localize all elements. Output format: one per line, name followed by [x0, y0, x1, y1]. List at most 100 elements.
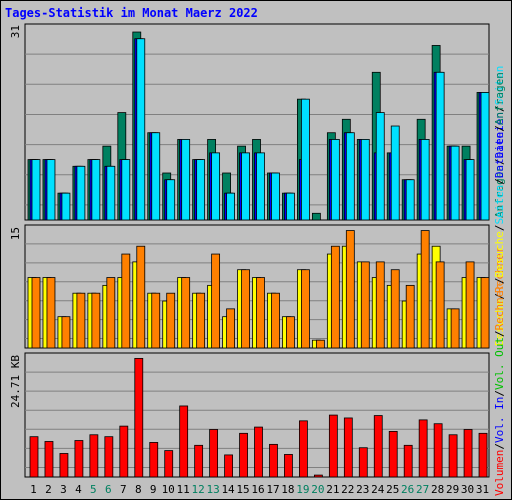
chart-title: Tages-Statistik im Monat Maerz 2022: [5, 6, 258, 20]
x-tick-label-day-10: 10: [162, 483, 175, 496]
bar-rechner-day-20: [315, 339, 325, 349]
bar-seiten-day-8: [136, 38, 146, 221]
legend-entry: /: [493, 390, 506, 397]
x-tick-label-day-27: 27: [416, 483, 429, 496]
x-tick-label-day-28: 28: [431, 483, 444, 496]
bar-rechner-day-15: [241, 269, 250, 349]
legend-entry: Vol. In: [493, 397, 506, 443]
legend-entry: Rechner: [493, 246, 506, 293]
legend-entry: Besuche: [493, 231, 506, 277]
legend-entry: /: [493, 158, 506, 165]
legend-panel-middle: Besuche/Rechner: [493, 246, 506, 346]
x-tick-label-day-17: 17: [266, 483, 279, 496]
bar-seiten-day-9: [151, 132, 161, 221]
bar-rechner-day-22: [345, 230, 355, 349]
bar-seiten-day-28: [435, 71, 445, 221]
bar-volumen-day-30: [463, 429, 473, 478]
legend-panel-bottom: Volumen/Vol. In/Vol. Out/Rechner/Besuche…: [493, 72, 506, 496]
legend-entry: Dateien: [493, 132, 506, 178]
bar-seiten-day-14: [226, 192, 235, 221]
bar-seiten-day-7: [121, 159, 131, 221]
x-tick-label-day-3: 3: [60, 483, 67, 496]
bar-rechner-day-16: [256, 277, 265, 349]
legend-entry: /: [493, 443, 506, 450]
bar-seiten-day-10: [166, 179, 176, 221]
bar-volumen-day-18: [284, 454, 293, 478]
bar-volumen-day-27: [418, 419, 428, 478]
bar-seiten-day-18: [286, 192, 295, 221]
bar-volumen-day-6: [104, 436, 114, 478]
bar-volumen-day-13: [209, 429, 219, 478]
bar-volumen-day-31: [478, 432, 488, 478]
x-tick-label-day-1: 1: [30, 483, 37, 496]
bar-anfragen-day-20: [311, 212, 321, 221]
bar-seiten-day-17: [271, 172, 280, 221]
bar-rechner-day-17: [271, 292, 280, 349]
bar-seiten-day-21: [330, 139, 340, 221]
legend-entry: Dateien: [493, 112, 506, 158]
bar-rechner-day-9: [151, 292, 161, 349]
bar-volumen-day-26: [403, 444, 413, 478]
y-tick-label-panel-0: 31: [9, 25, 22, 38]
legend-entry: /: [493, 224, 506, 231]
x-tick-label-day-20: 20: [311, 483, 324, 496]
bar-seiten-day-23: [360, 139, 370, 221]
bar-rechner-day-10: [166, 292, 176, 349]
legend-entry: Volumen: [493, 450, 506, 496]
bar-volumen-day-1: [29, 436, 39, 478]
bar-rechner-day-28: [435, 261, 445, 349]
x-tick-label-day-23: 23: [356, 483, 369, 496]
legend-entry: Rechner: [493, 284, 506, 331]
bar-seiten-day-27: [420, 139, 430, 221]
x-tick-label-day-8: 8: [135, 483, 142, 496]
bar-seiten-day-1: [31, 159, 41, 221]
bar-volumen-day-2: [44, 441, 54, 478]
bar-rechner-day-4: [76, 292, 86, 349]
legend-entry: /: [493, 105, 506, 112]
bar-volumen-day-7: [119, 425, 129, 478]
x-tick-label-day-11: 11: [177, 483, 190, 496]
bar-volumen-day-14: [224, 454, 233, 478]
bar-rechner-day-26: [405, 284, 415, 349]
bar-rechner-day-3: [61, 316, 71, 349]
bar-volumen-day-28: [433, 423, 443, 478]
bar-rechner-day-29: [450, 308, 460, 349]
bar-rechner-day-5: [91, 292, 101, 349]
bar-seiten-day-13: [211, 152, 221, 221]
bar-seiten-day-19: [301, 98, 310, 221]
bar-rechner-day-2: [46, 277, 56, 349]
bar-seiten-day-2: [46, 159, 56, 221]
bar-rechner-day-19: [301, 269, 310, 349]
bar-seiten-day-3: [61, 192, 71, 221]
x-tick-label-day-16: 16: [251, 483, 264, 496]
bar-volumen-day-12: [194, 444, 204, 478]
legend-entry: /: [493, 178, 506, 185]
legend-entry: /: [493, 125, 506, 132]
x-tick-label-day-9: 9: [150, 483, 157, 496]
x-tick-label-day-7: 7: [120, 483, 127, 496]
bar-volumen-day-21: [328, 414, 338, 478]
y-tick-label-panel-2: 24.71 KB: [9, 355, 22, 408]
x-tick-label-day-15: 15: [236, 483, 249, 496]
y-tick-label-panel-1: 15: [9, 227, 22, 240]
x-tick-label-day-12: 12: [192, 483, 205, 496]
bar-seiten-day-15: [241, 152, 250, 221]
x-tick-label-day-13: 13: [206, 483, 219, 496]
bar-volumen-day-15: [239, 432, 248, 478]
bar-volumen-day-16: [254, 426, 263, 478]
x-tick-label-day-4: 4: [75, 483, 82, 496]
bar-volumen-day-17: [269, 443, 278, 478]
x-tick-label-day-30: 30: [461, 483, 474, 496]
bar-rechner-day-31: [480, 277, 490, 349]
bar-volumen-day-10: [164, 450, 174, 478]
bar-rechner-day-21: [330, 245, 340, 349]
bar-volumen-day-20: [313, 474, 323, 478]
x-tick-label-day-18: 18: [281, 483, 294, 496]
bar-seiten-day-31: [480, 92, 490, 221]
bar-rechner-day-14: [226, 308, 235, 349]
legend-entry: /: [493, 330, 506, 337]
bar-volumen-day-4: [74, 440, 84, 478]
bar-seiten-day-25: [390, 125, 400, 221]
bar-rechner-day-23: [360, 261, 370, 349]
